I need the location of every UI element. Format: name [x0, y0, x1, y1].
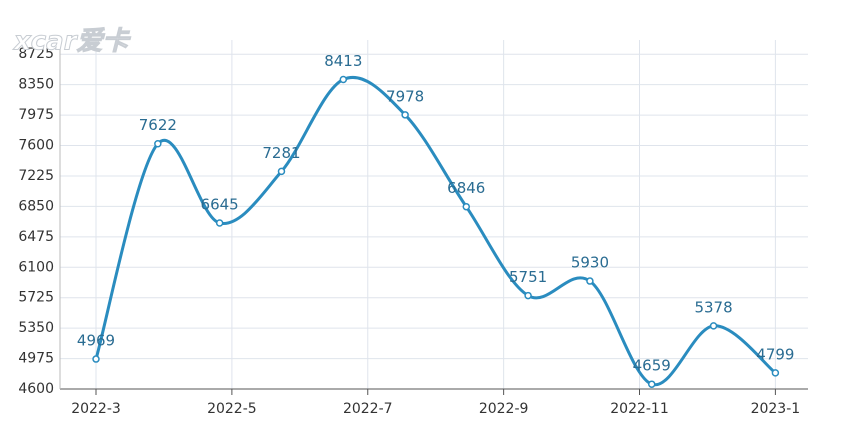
x-tick-label: 2022-5: [207, 401, 257, 417]
point: [462, 202, 471, 211]
y-tick-label: 8725: [18, 46, 54, 62]
y-tick-label: 4600: [18, 381, 54, 397]
line: [94, 76, 777, 387]
x-tick-label: 2022-9: [479, 401, 529, 417]
value-label: 5751: [509, 268, 547, 286]
value-label: 5930: [571, 254, 609, 272]
point: [277, 167, 286, 176]
y-tick-label: 5725: [18, 290, 54, 306]
point: [709, 322, 718, 330]
point: [215, 219, 224, 227]
y-tick-label: 6850: [18, 198, 54, 214]
value-label: 6645: [201, 196, 239, 214]
point: [771, 369, 780, 377]
logo: xcar爱卡: [12, 27, 132, 57]
value-label: 4799: [756, 345, 794, 363]
value-label: 4969: [77, 332, 115, 350]
value-label: 7281: [262, 144, 300, 162]
value-label: 8413: [324, 52, 362, 70]
y-tick-label: 4975: [18, 351, 54, 367]
x-tick-label: 2022-3: [71, 401, 121, 417]
value-label: 6846: [447, 179, 485, 197]
value-label: 4659: [633, 357, 671, 375]
y-tick-label: 7225: [18, 168, 54, 184]
y-tick-label: 7600: [18, 138, 54, 154]
point: [154, 139, 162, 148]
point: [339, 75, 348, 84]
x-tick-label: 2023-1: [751, 401, 801, 417]
x-tick-label: 2022-11: [610, 401, 669, 417]
y-tick-label: 8350: [18, 77, 54, 93]
y-tick-label: 6100: [18, 259, 54, 275]
point: [524, 291, 532, 300]
grid: [60, 40, 808, 390]
point: [401, 111, 409, 119]
point: [647, 380, 656, 388]
point: [586, 277, 594, 285]
x-tick-label: 2022-7: [343, 401, 393, 417]
point: [92, 355, 100, 363]
y-tick-label: 7975: [18, 107, 54, 123]
value-label: 7978: [386, 87, 424, 105]
y-tick-label: 5350: [18, 320, 54, 336]
y-tick-label: 6475: [18, 229, 54, 245]
value-label: 5378: [694, 298, 732, 316]
value-label: 7622: [139, 116, 177, 134]
